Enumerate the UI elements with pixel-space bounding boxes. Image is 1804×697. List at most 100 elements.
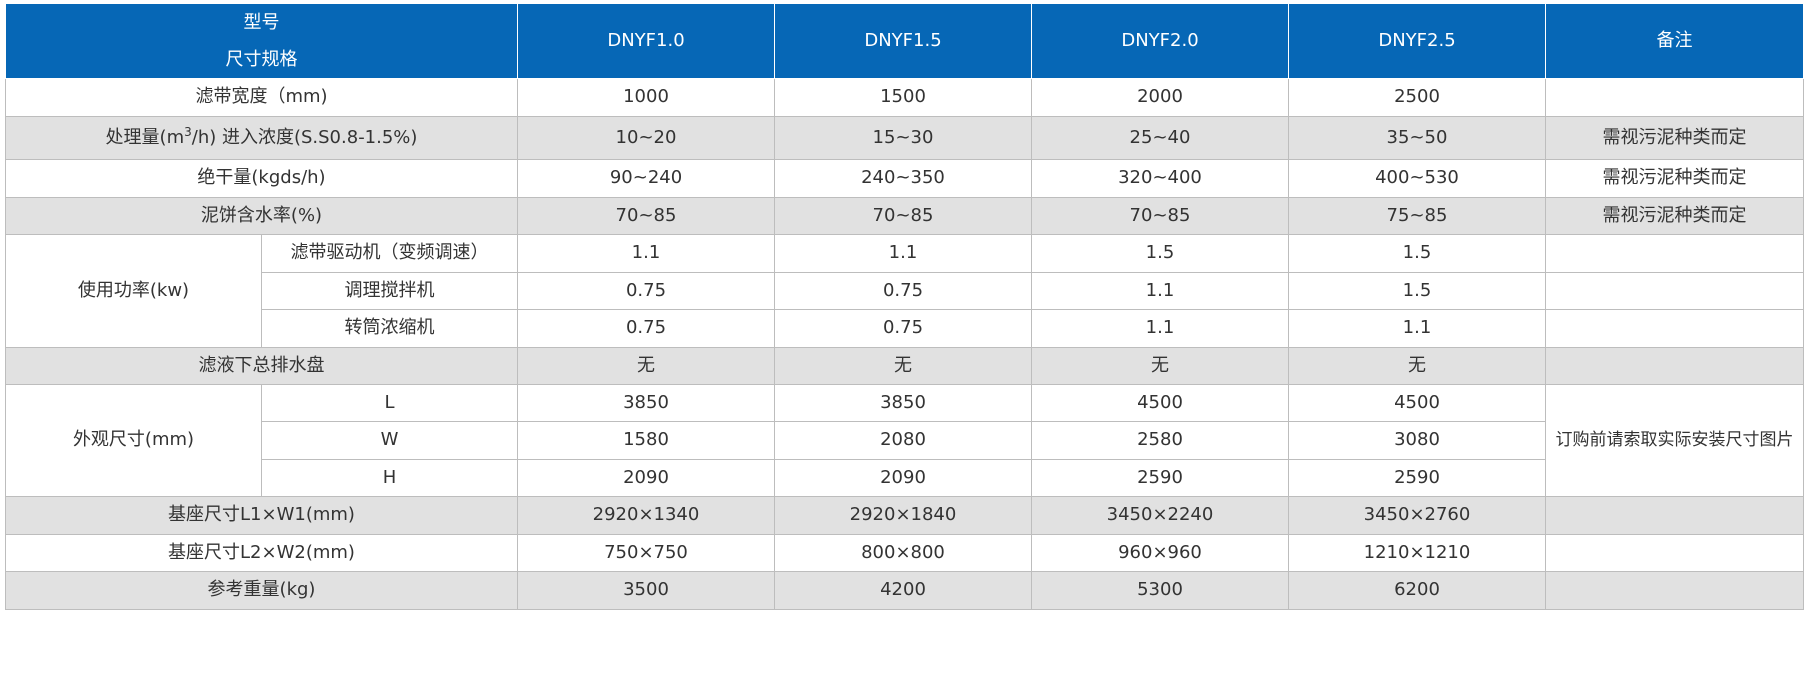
cell-value: 无	[1288, 347, 1546, 385]
sub-label: W	[261, 421, 518, 460]
row-label: 基座尺寸L2×W2(mm)	[5, 534, 518, 572]
cell-value: 6200	[1288, 571, 1546, 610]
cell-value: 800×800	[774, 534, 1032, 572]
cell-value: 0.75	[774, 272, 1032, 310]
header-model-3: DNYF2.0	[1031, 3, 1289, 79]
cell-value: 1.1	[1031, 309, 1289, 348]
cell-value: 3080	[1288, 421, 1546, 460]
cell-value: 4200	[774, 571, 1032, 610]
cell-value: 70~85	[774, 197, 1032, 235]
cell-value: 1000	[517, 78, 775, 117]
cell-value: 240~350	[774, 159, 1032, 198]
row-label: 基座尺寸L1×W1(mm)	[5, 496, 518, 535]
row-dry-amount: 绝干量(kgds/h) 90~240 240~350 320~400 400~5…	[5, 159, 1804, 198]
cell-remark-dimensions: 订购前请索取实际安装尺寸图片	[1545, 384, 1804, 497]
header-label-top: 型号	[243, 12, 280, 33]
cell-value: 无	[517, 347, 775, 385]
cell-value: 0.75	[517, 272, 775, 310]
cell-value: 70~85	[517, 197, 775, 235]
cell-value: 2500	[1288, 78, 1546, 117]
cell-value: 2920×1340	[517, 496, 775, 535]
cell-value: 无	[774, 347, 1032, 385]
cell-remark: 需视污泥种类而定	[1545, 159, 1804, 198]
cell-value: 15~30	[774, 116, 1032, 160]
header-model-2: DNYF1.5	[774, 3, 1032, 79]
cell-value: 3850	[517, 384, 775, 422]
row-dim-l: 外观尺寸(mm) L 3850 3850 4500 4500 订购前请索取实际安…	[5, 384, 1804, 497]
cell-value: 1500	[774, 78, 1032, 117]
cell-value: 0.75	[774, 309, 1032, 348]
cell-value: 1.1	[1031, 272, 1289, 310]
cell-remark: 需视污泥种类而定	[1545, 197, 1804, 235]
sub-label: 转筒浓缩机	[261, 309, 518, 348]
sub-label: L	[261, 384, 518, 422]
cell-remark	[1545, 272, 1804, 310]
cell-remark	[1545, 571, 1804, 610]
row-dim-w: W 1580 2080 2580 3080	[6, 421, 1804, 460]
cell-value: 1.5	[1288, 272, 1546, 310]
sub-label: 滤带驱动机（变频调速）	[261, 234, 518, 273]
cell-value: 90~240	[517, 159, 775, 198]
cell-value: 1.5	[1288, 234, 1546, 273]
cell-remark	[1545, 496, 1804, 535]
cell-value: 4500	[1288, 384, 1546, 422]
row-base-2: 基座尺寸L2×W2(mm) 750×750 800×800 960×960 12…	[5, 534, 1804, 572]
row-label: 绝干量(kgds/h)	[5, 159, 518, 198]
cell-value: 1.1	[1288, 309, 1546, 348]
cell-value: 1.1	[774, 234, 1032, 273]
spec-table: 型号 尺寸规格 DNYF1.0 DNYF1.5 DNYF2.0 DNYF2.5 …	[5, 3, 1804, 610]
header-model-1: DNYF1.0	[517, 3, 775, 79]
row-label: 滤带宽度（mm)	[5, 78, 518, 117]
cell-value: 3450×2760	[1288, 496, 1546, 535]
row-dim-h: H 2090 2090 2590 2590	[6, 459, 1804, 497]
cell-value: 320~400	[1031, 159, 1289, 198]
cell-value: 35~50	[1288, 116, 1546, 160]
cell-value: 2590	[1288, 459, 1546, 497]
row-power-mixer: 调理搅拌机 0.75 0.75 1.1 1.5	[6, 272, 1804, 310]
cell-value: 4500	[1031, 384, 1289, 422]
cell-value: 2080	[774, 421, 1032, 460]
row-belt-width: 滤带宽度（mm) 1000 1500 2000 2500	[5, 78, 1804, 117]
cell-remark: 需视污泥种类而定	[1545, 116, 1804, 160]
row-power-drive: 使用功率(kw) 滤带驱动机（变频调速） 1.1 1.1 1.5 1.5	[5, 234, 1804, 348]
row-label: 滤液下总排水盘	[5, 347, 518, 385]
capacity-label-pre: 处理量(m	[105, 126, 185, 148]
row-label: 处理量(m3/h) 进入浓度(S.S0.8-1.5%)	[5, 116, 518, 160]
cell-value: 3450×2240	[1031, 496, 1289, 535]
cell-value: 1.5	[1031, 234, 1289, 273]
cell-value: 1.1	[517, 234, 775, 273]
cell-value: 960×960	[1031, 534, 1289, 572]
row-drain-tray: 滤液下总排水盘 无 无 无 无	[5, 347, 1804, 385]
cell-remark	[1545, 234, 1804, 273]
sub-label: 调理搅拌机	[261, 272, 518, 310]
cell-value: 10~20	[517, 116, 775, 160]
cell-remark	[1545, 347, 1804, 385]
sub-label: H	[261, 459, 518, 497]
cell-value: 2580	[1031, 421, 1289, 460]
header-remarks: 备注	[1545, 3, 1804, 79]
capacity-label-sup: 3	[184, 124, 192, 139]
cell-value: 1580	[517, 421, 775, 460]
cell-value: 5300	[1031, 571, 1289, 610]
cell-remark	[1545, 534, 1804, 572]
row-label: 泥饼含水率(%)	[5, 197, 518, 235]
row-power-thickener: 转筒浓缩机 0.75 0.75 1.1 1.1	[6, 309, 1804, 348]
row-cake-moisture: 泥饼含水率(%) 70~85 70~85 70~85 75~85 需视污泥种类而…	[5, 197, 1804, 235]
row-capacity: 处理量(m3/h) 进入浓度(S.S0.8-1.5%) 10~20 15~30 …	[5, 116, 1804, 160]
row-base-1: 基座尺寸L1×W1(mm) 2920×1340 2920×1840 3450×2…	[5, 496, 1804, 535]
row-label: 参考重量(kg)	[5, 571, 518, 610]
header-label-bottom: 尺寸规格	[225, 49, 298, 70]
cell-value: 2000	[1031, 78, 1289, 117]
cell-remark	[1545, 309, 1804, 348]
capacity-label-post: /h) 进入浓度(S.S0.8-1.5%)	[191, 126, 418, 148]
cell-value: 0.75	[517, 309, 775, 348]
group-label-power: 使用功率(kw)	[5, 234, 262, 348]
cell-value: 2920×1840	[774, 496, 1032, 535]
header-row: 型号 尺寸规格 DNYF1.0 DNYF1.5 DNYF2.0 DNYF2.5 …	[5, 3, 1804, 79]
cell-value: 400~530	[1288, 159, 1546, 198]
group-label-dimensions: 外观尺寸(mm)	[5, 384, 262, 497]
header-label-cell: 型号 尺寸规格	[5, 3, 518, 79]
cell-value: 750×750	[517, 534, 775, 572]
cell-value: 3500	[517, 571, 775, 610]
row-weight: 参考重量(kg) 3500 4200 5300 6200	[5, 571, 1804, 610]
